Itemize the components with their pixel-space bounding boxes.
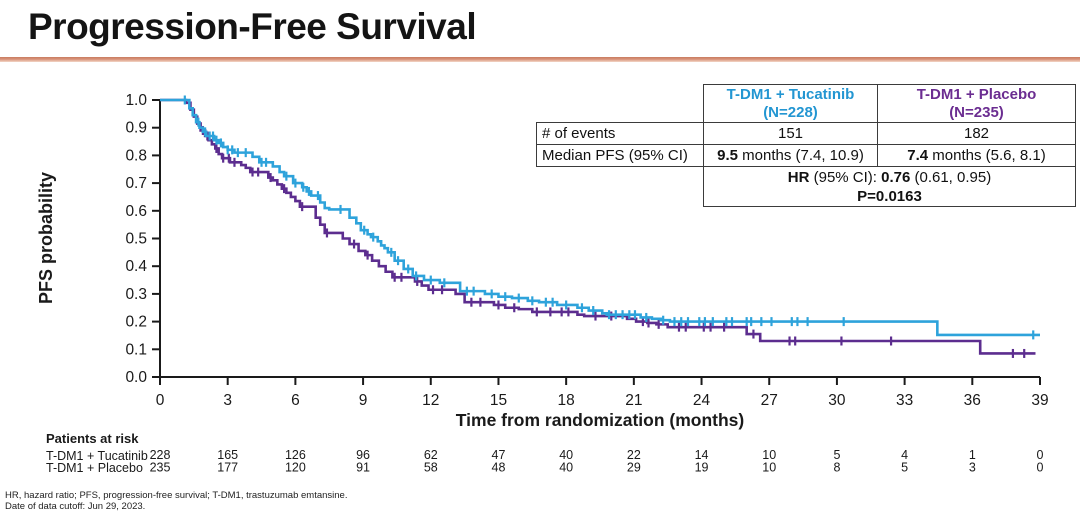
risk-count: 0 — [1037, 448, 1044, 462]
risk-count: 29 — [627, 461, 641, 475]
risk-count: 58 — [424, 461, 438, 475]
median-placebo: 7.4 months (5.6, 8.1) — [877, 144, 1076, 167]
risk-count: 5 — [901, 461, 908, 475]
y-tick-label: 0.8 — [125, 147, 147, 164]
placebo-arm-n: (N=235) — [949, 103, 1004, 121]
risk-count: 8 — [833, 461, 840, 475]
x-tick-label: 33 — [896, 392, 913, 409]
p-value: P=0.0163 — [857, 187, 922, 205]
risk-count: 40 — [559, 448, 573, 462]
km-curve — [160, 98, 1040, 337]
x-tick-label: 12 — [422, 392, 439, 409]
tucatinib-arm-name: T-DM1 + Tucatinib — [726, 85, 855, 103]
median-row-label: Median PFS (95% CI) — [536, 144, 704, 167]
risk-count: 10 — [762, 461, 776, 475]
stats-empty-cell — [537, 167, 704, 207]
x-tick-label: 0 — [156, 392, 165, 409]
risk-count: 14 — [695, 448, 709, 462]
events-tucatinib: 151 — [703, 122, 878, 145]
y-tick-label: 0.2 — [125, 314, 147, 331]
y-tick-label: 1.0 — [125, 92, 147, 109]
risk-count: 10 — [762, 448, 776, 462]
stats-header-placebo: T-DM1 + Placebo (N=235) — [877, 84, 1076, 123]
events-placebo: 182 — [877, 122, 1076, 145]
risk-count: 47 — [492, 448, 506, 462]
risk-count: 177 — [217, 461, 238, 475]
risk-count: 126 — [285, 448, 306, 462]
x-tick-label: 27 — [761, 392, 778, 409]
y-tick-label: 0.9 — [125, 120, 147, 137]
x-tick-label: 36 — [964, 392, 981, 409]
x-tick-label: 15 — [490, 392, 507, 409]
x-tick-label: 6 — [291, 392, 300, 409]
risk-count: 165 — [217, 448, 238, 462]
y-tick-label: 0.4 — [125, 258, 147, 275]
y-tick-label: 0.3 — [125, 286, 147, 303]
y-tick-label: 0.7 — [125, 175, 147, 192]
page-title: Progression-Free Survival — [28, 6, 477, 47]
y-tick-label: 0.5 — [125, 231, 147, 248]
y-tick-label: 0.0 — [125, 369, 147, 386]
x-tick-label: 3 — [223, 392, 232, 409]
title-divider-rule — [0, 57, 1080, 62]
risk-count: 62 — [424, 448, 438, 462]
footnote-data-cutoff: Date of data cutoff: Jun 29, 2023. — [5, 501, 146, 512]
risk-count: 48 — [492, 461, 506, 475]
placebo-arm-name: T-DM1 + Placebo — [916, 85, 1037, 103]
x-tick-label: 30 — [828, 392, 846, 409]
footnote-abbreviations: HR, hazard ratio; PFS, progression-free … — [5, 490, 348, 501]
x-tick-label: 21 — [625, 392, 642, 409]
risk-count: 1 — [969, 448, 976, 462]
x-axis-title: Time from randomization (months) — [456, 410, 744, 430]
x-tick-label: 39 — [1031, 392, 1048, 409]
risk-count: 3 — [969, 461, 976, 475]
y-axis-title: PFS probability — [36, 172, 56, 304]
risk-count: 4 — [901, 448, 908, 462]
risk-count: 120 — [285, 461, 306, 475]
risk-count: 5 — [833, 448, 840, 462]
risk-row-label-placebo: T-DM1 + Placebo — [46, 461, 143, 475]
risk-count: 0 — [1037, 461, 1044, 475]
km-curve — [160, 98, 1036, 355]
summary-stats-table: T-DM1 + Tucatinib (N=228) T-DM1 + Placeb… — [536, 84, 1076, 207]
risk-count: 228 — [150, 448, 171, 462]
risk-count: 40 — [559, 461, 573, 475]
median-tucatinib: 9.5 months (7.4, 10.9) — [703, 144, 878, 167]
y-tick-label: 0.6 — [125, 203, 147, 220]
x-tick-label: 9 — [359, 392, 368, 409]
tucatinib-arm-n: (N=228) — [763, 103, 818, 121]
stats-empty-cell — [537, 85, 704, 123]
risk-count: 22 — [627, 448, 641, 462]
patients-at-risk-header: Patients at risk — [46, 431, 139, 446]
y-tick-label: 0.1 — [125, 341, 147, 358]
events-row-label: # of events — [536, 122, 704, 145]
x-tick-label: 18 — [558, 392, 575, 409]
risk-count: 96 — [356, 448, 370, 462]
risk-count: 235 — [150, 461, 171, 475]
stats-header-tucatinib: T-DM1 + Tucatinib (N=228) — [703, 84, 878, 123]
hazard-ratio-cell: HR (95% CI): 0.76 (0.61, 0.95) P=0.0163 — [703, 166, 1076, 207]
risk-count: 91 — [356, 461, 370, 475]
risk-row-label-tucatinib: T-DM1 + Tucatinib — [46, 449, 148, 463]
x-tick-label: 24 — [693, 392, 711, 409]
risk-count: 19 — [695, 461, 709, 475]
